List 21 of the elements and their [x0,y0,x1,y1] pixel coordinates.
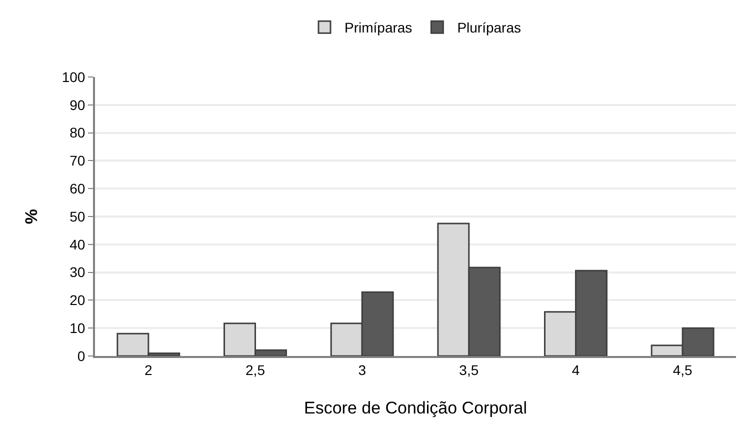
y-tick-label: 30 [70,264,86,280]
legend-label: Pluríparas [457,20,521,36]
x-tick-label: 3 [358,362,366,378]
y-tick-label: 90 [70,96,86,113]
x-tick-label: 4 [572,362,580,378]
x-tick-label: 2 [144,362,153,378]
x-tick-label: 2,5 [246,362,266,378]
legend-label: Primíparas [344,20,412,36]
x-tick-label: 3,5 [459,362,479,378]
y-tick-label: 10 [70,320,86,336]
y-tick-label: 20 [70,292,86,308]
x-axis-title: Escore de Condição Corporal [304,398,528,418]
y-tick-label: 60 [70,180,86,196]
y-tick-label: 80 [70,124,86,141]
y-tick-label: 70 [70,152,86,169]
y-tick-label: 40 [70,236,86,252]
y-axis-title: % [22,208,41,224]
y-tick-label: 100 [62,68,86,85]
y-tick-label: 50 [70,208,86,224]
y-tick-label: 0 [77,348,86,364]
x-tick-label: 4,5 [672,362,693,378]
